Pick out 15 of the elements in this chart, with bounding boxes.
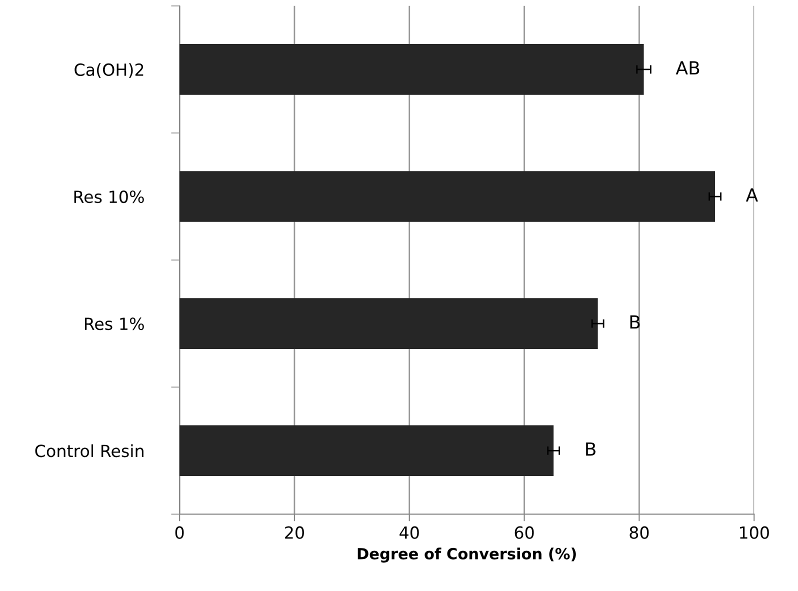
x-tick-label: 60 xyxy=(514,526,534,539)
y-tick-label: Res 1% xyxy=(84,318,144,330)
annotation: AB xyxy=(676,61,700,74)
x-tick-label: 20 xyxy=(285,526,304,539)
x-axis-title: Degree of Conversion (%) xyxy=(358,548,576,563)
x-tick-label: 40 xyxy=(400,526,419,539)
x-tick-label: 80 xyxy=(630,526,649,539)
y-tick-label: Ca(OH)2 xyxy=(74,63,144,78)
x-tick-label: 100 xyxy=(740,526,769,539)
annotation: A xyxy=(746,188,758,202)
annotation: B xyxy=(586,442,596,456)
x-tick-label: 0 xyxy=(175,526,184,539)
y-tick-label: Control Resin xyxy=(35,444,144,458)
annotation: B xyxy=(630,315,640,329)
y-tick-label: Res 10% xyxy=(74,190,144,204)
